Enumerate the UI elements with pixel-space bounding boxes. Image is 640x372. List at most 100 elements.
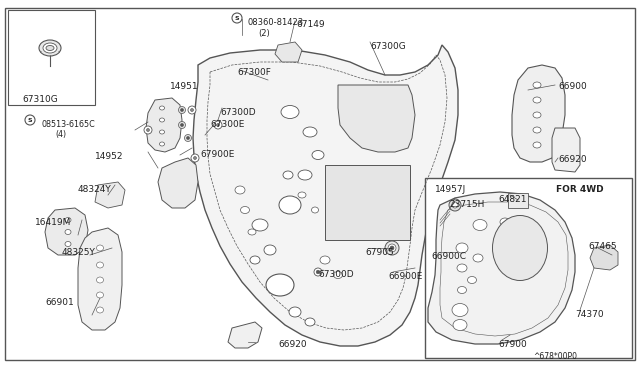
Ellipse shape — [303, 127, 317, 137]
Ellipse shape — [283, 171, 293, 179]
Text: 66900C: 66900C — [431, 252, 466, 261]
Text: 67465: 67465 — [588, 242, 616, 251]
Ellipse shape — [533, 82, 541, 88]
Text: 14952: 14952 — [95, 152, 124, 161]
Polygon shape — [45, 208, 88, 255]
Ellipse shape — [248, 229, 256, 235]
Circle shape — [390, 246, 394, 250]
Text: FOR 4WD: FOR 4WD — [556, 185, 604, 194]
Ellipse shape — [312, 207, 319, 213]
Polygon shape — [193, 45, 458, 346]
Ellipse shape — [279, 196, 301, 214]
Text: 48324Y: 48324Y — [78, 185, 112, 194]
Circle shape — [232, 13, 242, 23]
Ellipse shape — [97, 262, 104, 268]
Text: 67300D: 67300D — [220, 108, 255, 117]
Ellipse shape — [533, 97, 541, 103]
Ellipse shape — [159, 142, 164, 146]
Circle shape — [184, 135, 191, 141]
Circle shape — [452, 202, 458, 208]
Polygon shape — [428, 192, 575, 344]
Circle shape — [180, 109, 184, 112]
Ellipse shape — [457, 264, 467, 272]
Text: 66920: 66920 — [558, 155, 587, 164]
Circle shape — [179, 122, 186, 128]
Circle shape — [191, 109, 193, 112]
Ellipse shape — [473, 219, 487, 231]
Text: 67149: 67149 — [296, 20, 324, 29]
Circle shape — [180, 124, 184, 126]
Text: 67300D: 67300D — [318, 270, 354, 279]
Circle shape — [147, 128, 150, 131]
Ellipse shape — [456, 243, 468, 253]
Text: 67900E: 67900E — [200, 150, 234, 159]
Ellipse shape — [97, 245, 104, 251]
Text: 67300F: 67300F — [237, 68, 271, 77]
Ellipse shape — [305, 318, 315, 326]
Polygon shape — [338, 85, 415, 152]
Ellipse shape — [235, 186, 245, 194]
Text: 16419M: 16419M — [35, 218, 72, 227]
Text: 64821: 64821 — [498, 195, 527, 204]
Circle shape — [188, 106, 196, 114]
Circle shape — [179, 106, 186, 113]
Ellipse shape — [289, 307, 301, 317]
Text: 66900: 66900 — [558, 82, 587, 91]
Text: 66900E: 66900E — [388, 272, 422, 281]
Bar — [325, 165, 410, 240]
Ellipse shape — [159, 118, 164, 122]
Ellipse shape — [159, 130, 164, 134]
Polygon shape — [590, 245, 618, 270]
Polygon shape — [275, 42, 302, 62]
Polygon shape — [228, 322, 262, 348]
Ellipse shape — [467, 276, 477, 283]
Ellipse shape — [453, 320, 467, 330]
Ellipse shape — [159, 106, 164, 110]
Ellipse shape — [458, 286, 467, 294]
Ellipse shape — [473, 254, 483, 262]
Ellipse shape — [533, 142, 541, 148]
Ellipse shape — [65, 230, 71, 234]
Circle shape — [314, 268, 322, 276]
Circle shape — [25, 115, 35, 125]
Ellipse shape — [312, 151, 324, 160]
Ellipse shape — [241, 206, 250, 214]
Text: 48325Y: 48325Y — [62, 248, 96, 257]
Ellipse shape — [266, 274, 294, 296]
Ellipse shape — [281, 106, 299, 119]
Ellipse shape — [493, 215, 547, 280]
Circle shape — [214, 121, 222, 129]
Text: 67900: 67900 — [498, 340, 527, 349]
Polygon shape — [552, 128, 580, 172]
Circle shape — [385, 241, 399, 255]
Ellipse shape — [65, 218, 71, 222]
Bar — [425, 178, 632, 358]
Text: 14951: 14951 — [170, 82, 198, 91]
Text: 67300E: 67300E — [210, 120, 244, 129]
Bar — [8, 10, 95, 105]
Circle shape — [191, 154, 199, 162]
Ellipse shape — [320, 256, 330, 264]
Text: (4): (4) — [55, 130, 66, 139]
Bar — [508, 193, 528, 208]
Circle shape — [316, 270, 320, 274]
Ellipse shape — [65, 241, 71, 247]
Text: 74370: 74370 — [575, 310, 604, 319]
Ellipse shape — [298, 192, 306, 198]
Circle shape — [186, 137, 189, 140]
Ellipse shape — [500, 218, 510, 226]
Ellipse shape — [533, 112, 541, 118]
Circle shape — [449, 199, 461, 211]
Text: 23715H: 23715H — [449, 200, 484, 209]
Ellipse shape — [298, 170, 312, 180]
Circle shape — [193, 157, 196, 160]
Polygon shape — [78, 228, 122, 330]
Text: 66920: 66920 — [278, 340, 307, 349]
Ellipse shape — [97, 277, 104, 283]
Polygon shape — [158, 158, 198, 208]
Ellipse shape — [452, 304, 468, 317]
Polygon shape — [146, 98, 182, 152]
Circle shape — [388, 244, 396, 252]
Text: (2): (2) — [258, 29, 269, 38]
Ellipse shape — [252, 219, 268, 231]
